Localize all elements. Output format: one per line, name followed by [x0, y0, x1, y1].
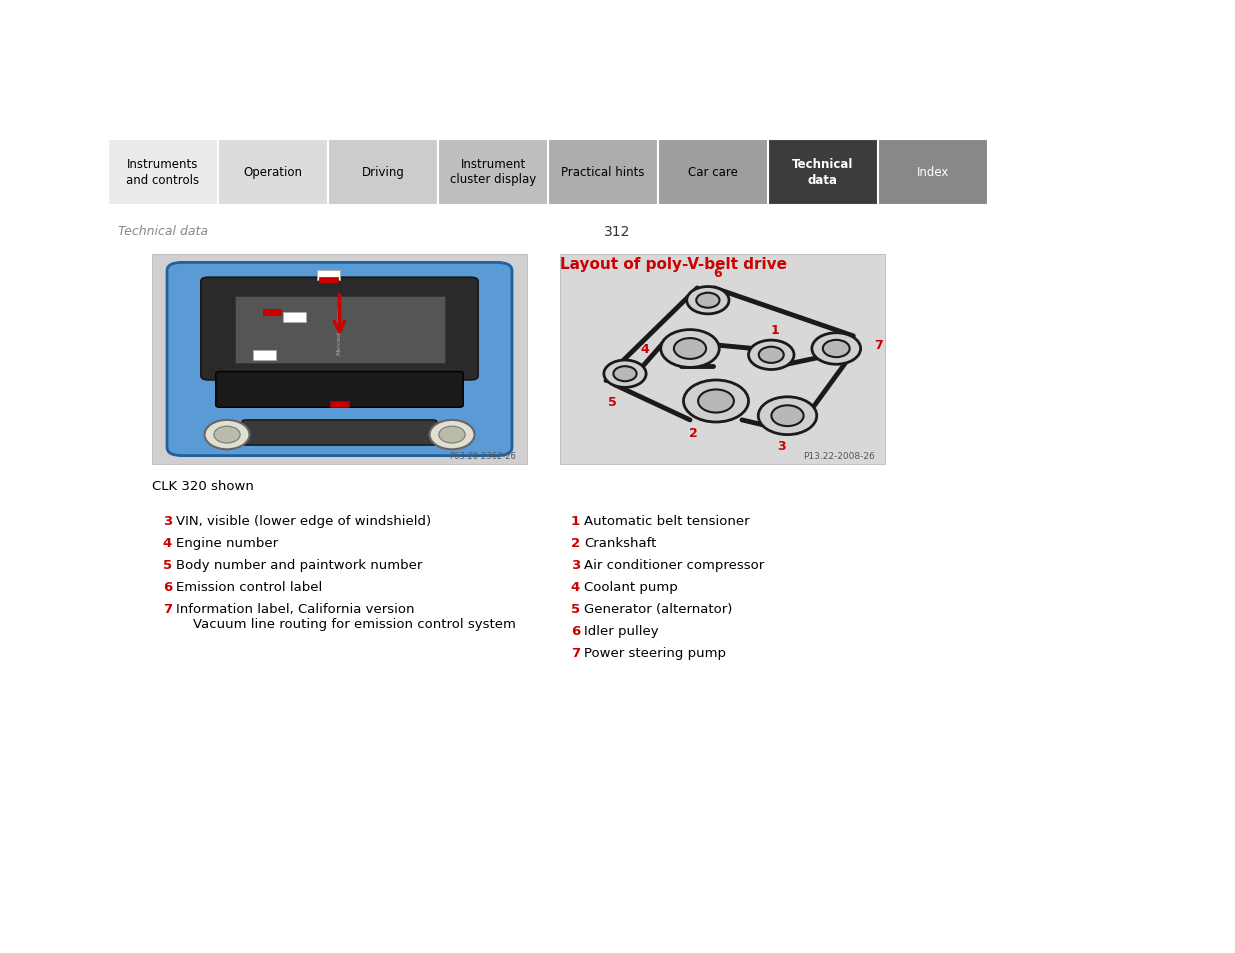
- Ellipse shape: [823, 340, 850, 357]
- Text: Layout of poly-V-belt drive: Layout of poly-V-belt drive: [559, 256, 787, 272]
- Text: 7: 7: [571, 646, 580, 659]
- Text: Technical
data: Technical data: [793, 158, 853, 186]
- Ellipse shape: [683, 380, 748, 422]
- Ellipse shape: [438, 427, 466, 443]
- Text: Crankshaft: Crankshaft: [584, 537, 656, 550]
- Text: Emission control label: Emission control label: [177, 580, 322, 594]
- Bar: [263, 310, 282, 315]
- Text: Air conditioner compressor: Air conditioner compressor: [584, 558, 764, 572]
- Ellipse shape: [758, 397, 816, 436]
- Text: Technical data: Technical data: [119, 225, 207, 237]
- Text: 6: 6: [571, 624, 580, 638]
- Text: Mercedes-Benz: Mercedes-Benz: [337, 306, 342, 355]
- Text: Driving: Driving: [362, 166, 404, 179]
- Bar: [283, 313, 306, 323]
- Bar: [548, 140, 657, 205]
- Text: VIN, visible (lower edge of windshield): VIN, visible (lower edge of windshield): [177, 515, 431, 527]
- FancyBboxPatch shape: [201, 278, 478, 380]
- Ellipse shape: [604, 360, 646, 388]
- FancyBboxPatch shape: [216, 373, 463, 408]
- Text: Idler pulley: Idler pulley: [584, 624, 658, 638]
- Ellipse shape: [687, 287, 729, 314]
- Text: P13.22-2008-26: P13.22-2008-26: [804, 452, 876, 460]
- Bar: [559, 254, 885, 464]
- Text: 5: 5: [571, 602, 580, 616]
- Text: 7: 7: [874, 338, 883, 352]
- Ellipse shape: [697, 294, 720, 309]
- Ellipse shape: [758, 347, 784, 363]
- Text: Operation: Operation: [243, 166, 303, 179]
- Text: 4: 4: [163, 537, 172, 550]
- Text: Engine number: Engine number: [177, 537, 278, 550]
- Bar: [438, 140, 547, 205]
- Text: 4: 4: [640, 343, 648, 355]
- Text: 2: 2: [571, 537, 580, 550]
- Text: Generator (alternator): Generator (alternator): [584, 602, 732, 616]
- Bar: [768, 140, 877, 205]
- Text: Instruments
and controls: Instruments and controls: [126, 158, 200, 186]
- Bar: [235, 296, 445, 364]
- Bar: [319, 278, 337, 284]
- Text: CLK 320 shown: CLK 320 shown: [152, 479, 254, 493]
- Ellipse shape: [214, 427, 240, 443]
- Text: 3: 3: [163, 515, 172, 527]
- Ellipse shape: [205, 420, 249, 450]
- Text: Information label, California version
    Vacuum line routing for emission contr: Information label, California version Va…: [177, 602, 516, 630]
- Text: 2: 2: [689, 427, 698, 439]
- Bar: [152, 254, 527, 464]
- FancyBboxPatch shape: [167, 263, 513, 456]
- Text: Practical hints: Practical hints: [561, 166, 645, 179]
- Ellipse shape: [772, 406, 804, 427]
- Text: P63.20-2362-26: P63.20-2362-26: [448, 452, 516, 460]
- Text: Power steering pump: Power steering pump: [584, 646, 726, 659]
- Text: Body number and paintwork number: Body number and paintwork number: [177, 558, 422, 572]
- Ellipse shape: [661, 331, 719, 368]
- Ellipse shape: [674, 338, 706, 359]
- Text: 5: 5: [163, 558, 172, 572]
- Text: 4: 4: [571, 580, 580, 594]
- Text: 5: 5: [608, 395, 616, 408]
- Bar: [878, 140, 987, 205]
- Text: Coolant pump: Coolant pump: [584, 580, 678, 594]
- Ellipse shape: [698, 390, 734, 413]
- Text: 6: 6: [714, 267, 722, 280]
- FancyBboxPatch shape: [242, 420, 437, 446]
- Bar: [107, 140, 217, 205]
- Text: Instrument
cluster display: Instrument cluster display: [450, 158, 536, 186]
- Ellipse shape: [748, 341, 794, 370]
- Bar: [253, 350, 275, 360]
- Ellipse shape: [811, 334, 861, 365]
- Bar: [658, 140, 767, 205]
- Text: Automatic belt tensioner: Automatic belt tensioner: [584, 515, 750, 527]
- Text: Index: Index: [916, 166, 950, 179]
- Bar: [219, 140, 327, 205]
- Ellipse shape: [614, 367, 636, 382]
- Text: 1: 1: [571, 515, 580, 527]
- Bar: [317, 271, 340, 281]
- Text: 6: 6: [163, 580, 172, 594]
- Bar: [329, 140, 437, 205]
- Ellipse shape: [430, 420, 474, 450]
- Text: Car care: Car care: [688, 166, 739, 179]
- Text: 3: 3: [777, 439, 785, 452]
- Text: 3: 3: [571, 558, 580, 572]
- Bar: [330, 401, 348, 408]
- Text: 1: 1: [771, 324, 779, 336]
- Text: 7: 7: [163, 602, 172, 616]
- Text: 312: 312: [604, 225, 631, 239]
